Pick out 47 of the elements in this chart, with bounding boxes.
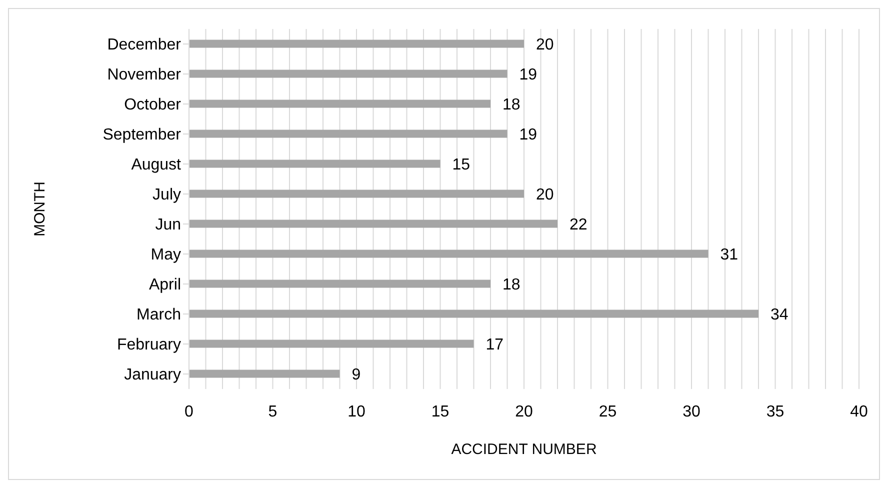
y-tick-label: January [124,366,181,384]
bar [189,70,508,78]
bar [189,280,490,288]
bar [189,190,524,198]
y-tick-label: August [131,156,182,174]
y-tick-label: March [136,306,181,324]
bar [189,340,474,348]
bar [189,250,708,258]
data-label: 22 [570,216,588,234]
data-label: 34 [770,306,788,324]
y-tick-label: February [116,336,181,354]
data-label: 18 [502,96,520,114]
y-axis-title: MONTH [31,182,48,236]
data-label: 9 [352,366,361,384]
y-tick-label: November [107,66,182,84]
x-tick-label: 5 [268,403,278,420]
x-axis-title: ACCIDENT NUMBER [451,441,597,458]
bar [189,310,758,318]
data-label: 20 [536,186,554,204]
bar [189,370,340,378]
bar [189,220,558,228]
data-label: 17 [486,336,504,354]
y-tick-label: October [124,96,182,114]
data-label: 20 [536,36,554,54]
y-tick-label: July [152,186,181,204]
x-tick-label: 15 [431,403,450,420]
data-label: 31 [720,246,738,264]
y-tick-label: September [102,126,182,144]
bar [189,130,508,138]
x-tick-label: 25 [598,403,617,420]
bar [189,100,490,108]
data-label: 18 [502,276,520,294]
x-tick-label: 40 [850,403,868,420]
y-tick-label: April [148,276,181,294]
y-tick-label: Jun [155,216,181,234]
x-tick-label: 30 [682,403,700,420]
data-label: 19 [519,66,538,84]
bar [189,160,440,168]
x-tick-label: 0 [184,403,194,420]
bar [189,40,524,48]
data-label: 19 [519,126,538,144]
y-tick-label: December [107,36,182,54]
x-tick-label: 10 [348,403,366,420]
x-tick-label: 35 [766,403,784,420]
data-label: 15 [452,156,470,174]
x-tick-label: 20 [515,403,533,420]
y-tick-label: May [150,246,181,264]
